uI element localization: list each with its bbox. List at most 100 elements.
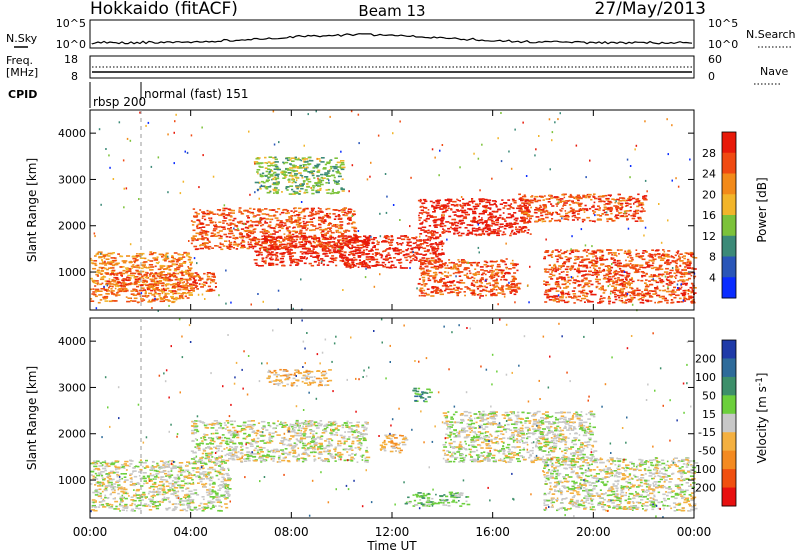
- power-echo-cell: [457, 264, 461, 266]
- power-echo-cell: [258, 265, 263, 267]
- power-echo-cell: [264, 208, 268, 210]
- power-echo-cell: [515, 218, 519, 220]
- power-echo-cell: [496, 210, 499, 213]
- power-echo-cell: [277, 245, 282, 247]
- power-echo-cell: [429, 236, 434, 239]
- power-echo-cell: [491, 270, 495, 272]
- power-echo-cell: [566, 281, 570, 283]
- power-echo-cell: [137, 292, 141, 294]
- power-echo-cell: [294, 231, 297, 234]
- power-echo-cell: [537, 210, 542, 212]
- power-echo-cell: [163, 274, 167, 276]
- power-echo-cell: [678, 297, 682, 300]
- power-echo-cell: [422, 281, 425, 283]
- power-echo-cell: [273, 238, 277, 240]
- power-echo-cell: [148, 253, 154, 256]
- power-echo-cell: [90, 257, 92, 260]
- power-echo-cell: [327, 238, 331, 240]
- power-echo-cell: [312, 248, 315, 250]
- power-echo-cell: [650, 260, 655, 262]
- power-echo-cell: [622, 197, 626, 200]
- power-echo-cell: [457, 259, 460, 261]
- power-echo-cell: [125, 268, 130, 271]
- power-echo-cell: [409, 256, 412, 259]
- power-echo-cell: [466, 272, 469, 275]
- power-echo-cell: [576, 194, 581, 197]
- power-echo-cell: [105, 262, 110, 265]
- power-echo-cell: [143, 274, 148, 276]
- power-echo-cell: [220, 213, 225, 216]
- power-echo-cell: [413, 259, 418, 261]
- power-echo-cell: [319, 183, 324, 186]
- power-echo-cell: [650, 267, 654, 270]
- power-echo-cell: [156, 293, 161, 295]
- power-echo-cell: [284, 236, 286, 239]
- power-echo-cell: [288, 252, 293, 254]
- power-echo-cell: [397, 243, 400, 246]
- power-echo-cell: [456, 205, 459, 207]
- power-echo-cell: [333, 250, 337, 253]
- power-echo-cell: [673, 272, 676, 274]
- power-echo-cell: [182, 262, 187, 264]
- power-echo-cell: [461, 222, 466, 224]
- power-echo-cell: [624, 202, 629, 204]
- power-echo-cell: [483, 209, 488, 212]
- power-echo-cell: [276, 239, 280, 242]
- power-echo-cell: [264, 156, 267, 159]
- power-echo-cell: [281, 170, 286, 173]
- power-echo-cell: [228, 212, 232, 214]
- power-echo-cell: [314, 164, 319, 167]
- power-echo-cell: [677, 288, 680, 290]
- power-echo-cell: [546, 211, 551, 214]
- power-echo-cell: [669, 261, 672, 264]
- power-echo-cell: [153, 282, 159, 284]
- power-echo-cell: [152, 298, 157, 301]
- power-echo-cell: [145, 284, 149, 287]
- power-echo-cell: [172, 272, 175, 274]
- power-echo-cell: [240, 246, 244, 249]
- power-echo-cell: [489, 213, 492, 216]
- power-echo-cell: [296, 231, 298, 234]
- power-echo-cell: [693, 257, 698, 259]
- power-echo-cell: [664, 253, 669, 256]
- power-echo-cell: [193, 245, 198, 248]
- power-echo-cell: [322, 244, 326, 247]
- power-echo-cell: [519, 204, 522, 207]
- power-echo-cell: [312, 185, 316, 187]
- power-echo-cell: [310, 244, 313, 247]
- power-echo-cell: [325, 208, 328, 211]
- power-echo-cell: [365, 256, 370, 258]
- power-echo-cell: [344, 264, 347, 266]
- power-echo-cell: [641, 210, 646, 212]
- power-echo-cell: [93, 260, 98, 262]
- power-echo-cell: [564, 256, 568, 258]
- power-echo-cell: [261, 258, 264, 260]
- power-echo-cell: [579, 299, 583, 302]
- power-echo-cell: [548, 198, 551, 200]
- power-echo-cell: [294, 207, 297, 209]
- power-echo-cell: [618, 274, 622, 276]
- power-echo-cell: [156, 282, 160, 284]
- power-echo-cell: [674, 276, 676, 278]
- power-echo-cell: [565, 296, 567, 299]
- power-echo-cell: [262, 217, 266, 220]
- power-echo-cell: [315, 251, 317, 253]
- power-echo-cell: [249, 207, 252, 210]
- power-echo-cell: [319, 181, 323, 184]
- power-noise-dot: [98, 128, 101, 131]
- power-echo-cell: [482, 288, 485, 291]
- power-echo-cell: [269, 169, 272, 171]
- power-echo-cell: [556, 278, 559, 281]
- power-echo-cell: [196, 215, 199, 217]
- power-echo-cell: [682, 255, 686, 257]
- power-echo-cell: [676, 271, 679, 274]
- power-echo-cell: [259, 231, 264, 233]
- power-echo-cell: [380, 256, 383, 259]
- power-echo-cell: [438, 260, 443, 262]
- power-echo-cell: [182, 288, 187, 291]
- power-echo-cell: [372, 238, 376, 241]
- power-echo-cell: [459, 219, 464, 222]
- power-echo-cell: [298, 172, 302, 174]
- power-echo-cell: [543, 207, 546, 209]
- power-echo-cell: [490, 288, 494, 291]
